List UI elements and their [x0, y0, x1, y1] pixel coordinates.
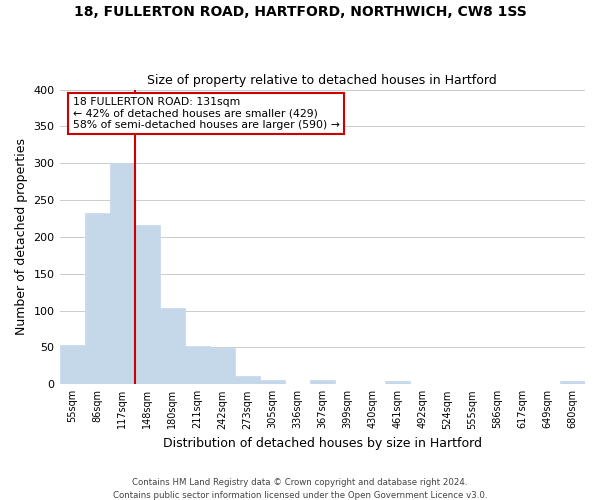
Text: Contains HM Land Registry data © Crown copyright and database right 2024.
Contai: Contains HM Land Registry data © Crown c… — [113, 478, 487, 500]
Text: 18 FULLERTON ROAD: 131sqm
← 42% of detached houses are smaller (429)
58% of semi: 18 FULLERTON ROAD: 131sqm ← 42% of detac… — [73, 97, 340, 130]
Title: Size of property relative to detached houses in Hartford: Size of property relative to detached ho… — [148, 74, 497, 87]
Bar — [235, 376, 260, 384]
Bar — [85, 214, 110, 384]
X-axis label: Distribution of detached houses by size in Hartford: Distribution of detached houses by size … — [163, 437, 482, 450]
Bar — [110, 163, 134, 384]
Text: 18, FULLERTON ROAD, HARTFORD, NORTHWICH, CW8 1SS: 18, FULLERTON ROAD, HARTFORD, NORTHWICH,… — [74, 5, 526, 19]
Bar — [385, 382, 410, 384]
Bar — [185, 346, 209, 385]
Bar — [560, 382, 585, 384]
Bar — [260, 380, 285, 384]
Bar — [160, 308, 185, 384]
Bar — [209, 348, 235, 385]
Bar — [134, 225, 160, 384]
Y-axis label: Number of detached properties: Number of detached properties — [15, 138, 28, 336]
Bar — [310, 380, 335, 384]
Bar — [59, 346, 85, 385]
